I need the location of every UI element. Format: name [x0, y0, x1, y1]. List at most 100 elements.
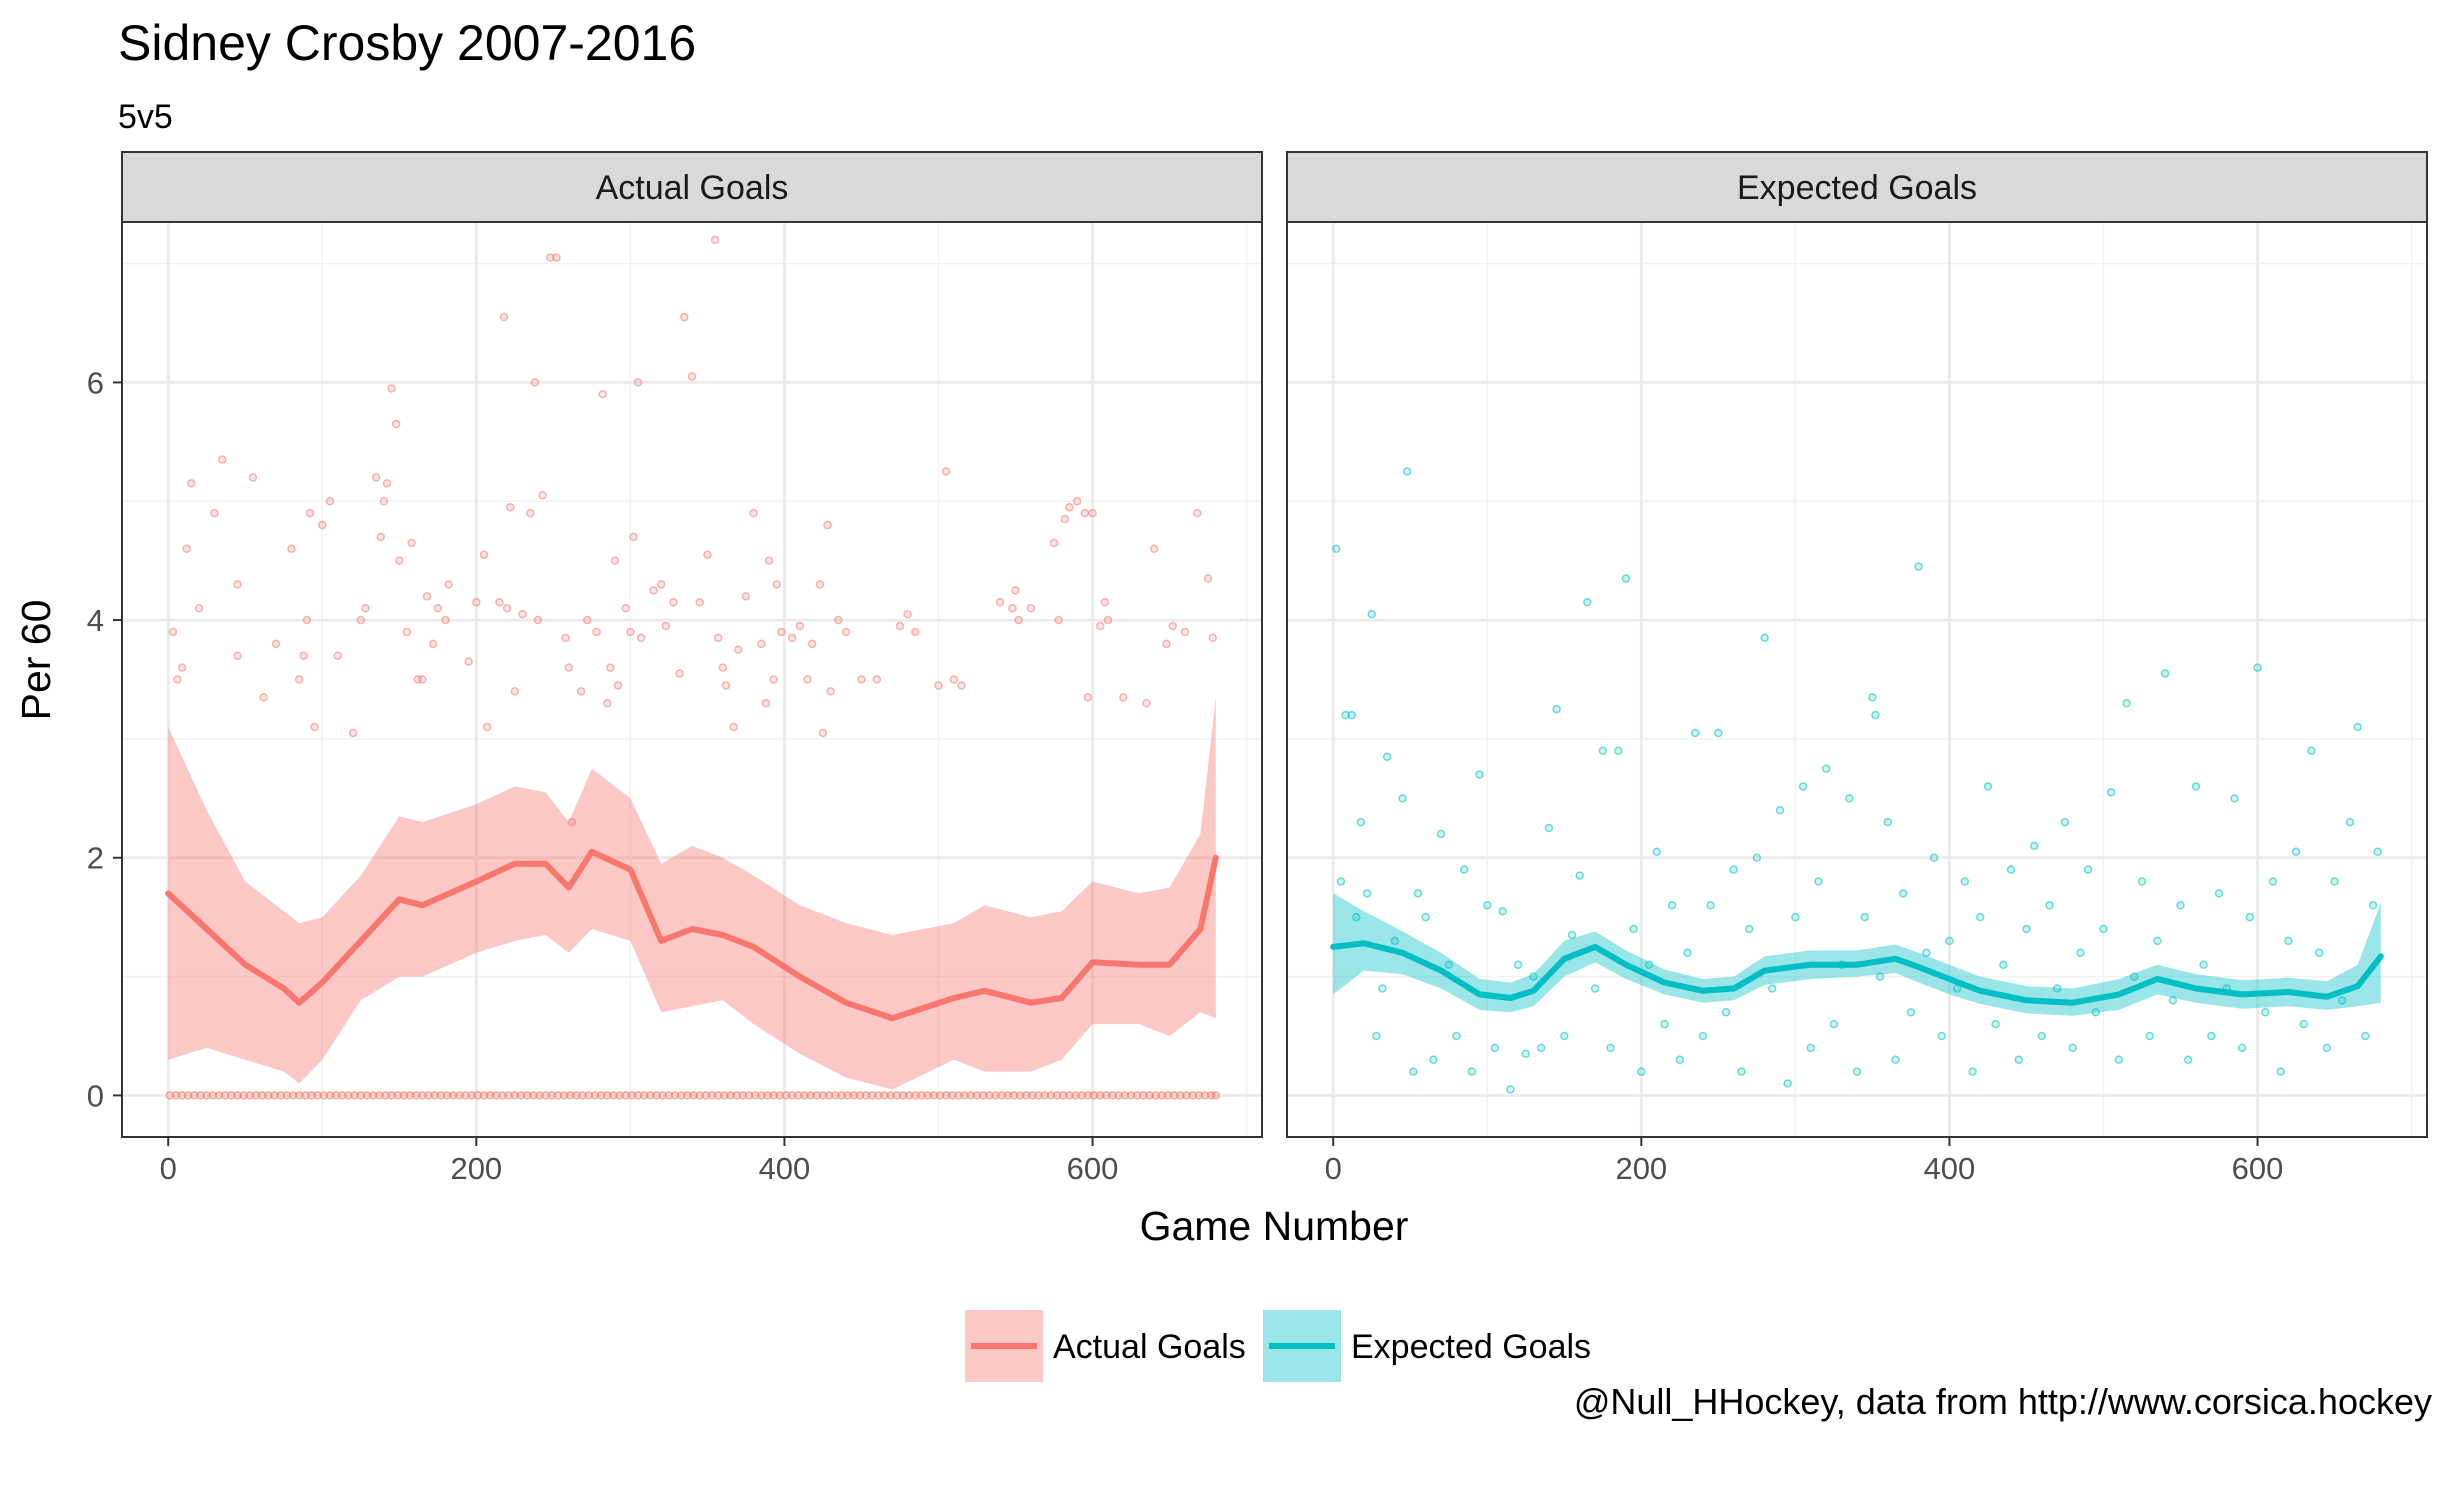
data-point-zero: [1077, 1091, 1087, 1100]
data-point-zero: [492, 1091, 501, 1100]
data-point: [1714, 728, 1723, 738]
data-point: [356, 615, 366, 625]
y-tick-label: 0: [87, 1078, 104, 1113]
data-point: [815, 580, 825, 589]
data-point: [757, 639, 766, 649]
data-point: [376, 532, 386, 542]
data-point: [1421, 912, 1430, 922]
data-point-zero: [1083, 1091, 1093, 1100]
data-point: [2191, 782, 2201, 791]
data-point: [769, 675, 778, 684]
data-point-zero: [923, 1091, 932, 1100]
data-point: [271, 639, 281, 649]
data-point: [777, 627, 786, 637]
data-point-zero: [411, 1091, 421, 1100]
data-point: [633, 378, 643, 387]
data-point-zero: [504, 1091, 513, 1100]
data-point: [1729, 865, 1739, 874]
x-tick-label: 0: [1325, 1151, 1342, 1186]
data-point: [287, 544, 296, 554]
data-point-zero: [1139, 1091, 1148, 1100]
data-point-zero: [264, 1091, 273, 1100]
data-point: [464, 657, 473, 666]
data-point-zero: [1034, 1091, 1043, 1100]
data-point-zero: [1003, 1091, 1013, 1100]
data-point: [2153, 936, 2162, 946]
data-point: [1845, 794, 1854, 803]
data-point: [1814, 877, 1823, 886]
data-point-zero: [362, 1091, 372, 1100]
data-point-zero: [985, 1091, 994, 1100]
data-point: [1544, 823, 1554, 833]
data-point-zero: [849, 1091, 859, 1100]
data-point-zero: [356, 1091, 366, 1100]
data-point-zero: [307, 1091, 316, 1100]
data-point: [2314, 948, 2324, 958]
facet-strip-label: Actual Goals: [596, 169, 789, 207]
data-point-zero: [1009, 1091, 1019, 1100]
data-point: [1798, 782, 1808, 791]
data-point: [1552, 704, 1561, 714]
data-point: [2338, 996, 2347, 1005]
facet-strip-label: Expected Goals: [1737, 169, 1977, 207]
data-point-zero: [978, 1091, 988, 1100]
data-point: [479, 550, 489, 559]
data-point: [2176, 901, 2185, 910]
data-point: [1436, 829, 1446, 839]
data-point: [2330, 877, 2339, 886]
data-point-zero: [1126, 1091, 1136, 1100]
data-point: [592, 627, 601, 637]
data-point: [2368, 901, 2378, 910]
data-point: [787, 633, 797, 643]
data-point: [1590, 984, 1600, 993]
data-point: [661, 621, 671, 631]
data-point-zero: [744, 1091, 754, 1100]
data-point-zero: [646, 1091, 655, 1100]
data-point-zero: [381, 1091, 390, 1100]
y-axis-title: Per 60: [13, 600, 59, 721]
data-point: [941, 467, 951, 476]
chart-title: Sidney Crosby 2007-2016: [118, 15, 696, 71]
data-point-zero: [442, 1091, 452, 1100]
data-point: [348, 728, 358, 738]
data-point: [2260, 1007, 2270, 1017]
data-point: [957, 681, 966, 690]
data-point-zero: [1157, 1091, 1167, 1100]
data-point-zero: [202, 1091, 211, 1100]
data-point-zero: [1211, 1091, 1221, 1100]
data-point: [1180, 627, 1190, 637]
data-point-zero: [1114, 1091, 1123, 1100]
chart-subtitle: 5v5: [118, 98, 173, 136]
data-point: [2014, 1055, 2024, 1065]
data-point-zero: [1108, 1091, 1117, 1100]
data-point: [318, 520, 327, 530]
data-point: [402, 627, 412, 637]
data-point: [911, 627, 920, 637]
data-point-zero: [701, 1091, 711, 1100]
data-point: [428, 639, 438, 649]
data-point-zero: [430, 1091, 439, 1100]
data-point: [680, 312, 689, 322]
data-point-zero: [609, 1091, 618, 1100]
data-point: [1372, 1031, 1381, 1041]
data-point: [505, 502, 515, 512]
data-point: [502, 603, 512, 613]
data-point: [1398, 794, 1407, 803]
data-point-zero: [843, 1091, 852, 1100]
data-point-zero: [1176, 1091, 1185, 1100]
data-point-zero: [664, 1091, 674, 1100]
data-point: [1629, 924, 1638, 934]
data-point-zero: [898, 1091, 908, 1100]
data-point: [695, 598, 704, 607]
data-point: [795, 621, 805, 631]
data-point: [2045, 901, 2054, 910]
data-point: [2091, 1007, 2101, 1017]
data-point: [2099, 924, 2108, 934]
data-point-zero: [904, 1091, 914, 1100]
data-point-zero: [276, 1091, 285, 1100]
data-point: [2291, 847, 2301, 857]
data-point: [1103, 615, 1113, 625]
data-point: [433, 603, 443, 613]
data-point: [1149, 544, 1159, 554]
